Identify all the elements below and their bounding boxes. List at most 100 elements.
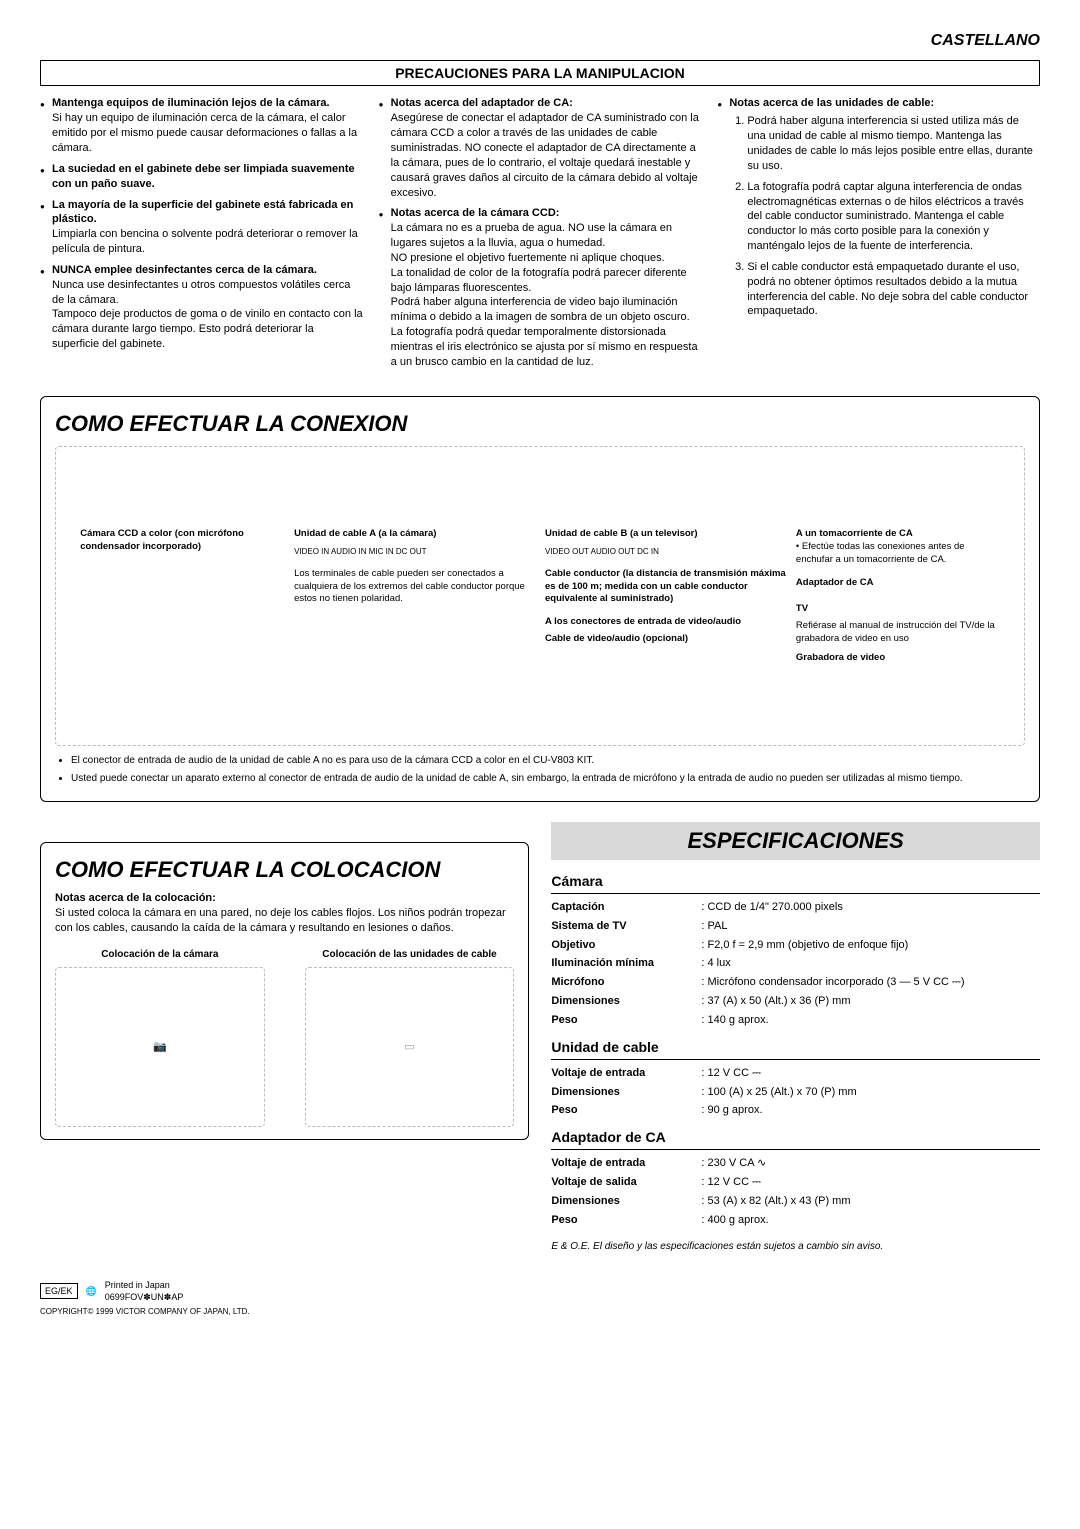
- specifications-section: ESPECIFICACIONES Cámara CaptaciónCCD de 1…: [551, 822, 1040, 1253]
- bullet-title: La mayoría de la superficie del gabinete…: [52, 198, 363, 228]
- spec-value: 37 (A) x 50 (Alt.) x 36 (P) mm: [701, 994, 1040, 1009]
- label-ports-b: VIDEO OUT AUDIO OUT DC IN: [545, 547, 786, 558]
- precautions-col-3: Notas acerca de las unidades de cable: P…: [717, 96, 1040, 375]
- bullet-icon: [379, 206, 391, 369]
- bullet-icon: [717, 96, 729, 325]
- specifications-disclaimer: E & O.E. El diseño y las especificacione…: [551, 1240, 1040, 1254]
- print-code: 0699FOV✽UN✽AP: [105, 1292, 184, 1302]
- col3-list-item: La fotografía podrá captar alguna interf…: [747, 180, 1040, 254]
- bullet-icon: [40, 263, 52, 352]
- spec-value: F2,0 f = 2,9 mm (objetivo de enfoque fij…: [701, 938, 1040, 953]
- egek-badge: EG/EK: [40, 1283, 78, 1299]
- bullet-body-text: Nunca use desinfectantes u otros compues…: [52, 278, 363, 308]
- bullet-icon: [40, 198, 52, 257]
- spec-label: Voltaje de salida: [551, 1175, 701, 1190]
- bullet-title: La suciedad en el gabinete debe ser limp…: [52, 162, 363, 192]
- spec-label: Voltaje de entrada: [551, 1066, 701, 1081]
- bullet-body-text: La tonalidad de color de la fotografía p…: [391, 266, 702, 296]
- cable-unit-mounting-illustration: ▭: [305, 967, 515, 1127]
- specifications-title: ESPECIFICACIONES: [551, 822, 1040, 860]
- bullet-body-text: Si hay un equipo de iluminación cerca de…: [52, 111, 363, 156]
- spec-row: Peso140 g aprox.: [551, 1013, 1040, 1028]
- spec-value: 140 g aprox.: [701, 1013, 1040, 1028]
- spec-row: Dimensiones100 (A) x 25 (Alt.) x 70 (P) …: [551, 1085, 1040, 1100]
- spec-value: 4 lux: [701, 956, 1040, 971]
- mounting-camera-caption: Colocación de la cámara: [55, 948, 265, 962]
- bullet-body-text: Asegúrese de conectar el adaptador de CA…: [391, 111, 702, 200]
- camera-mounting-illustration: 📷: [55, 967, 265, 1127]
- bullet-icon: [40, 162, 52, 192]
- bullet-body-text: Limpiarla con bencina o solvente podrá d…: [52, 227, 363, 257]
- bullet-item: NUNCA emplee desinfectantes cerca de la …: [40, 263, 363, 352]
- mounting-note-title: Notas acerca de la colocación:: [55, 892, 216, 904]
- bullet-body-text: NO presione el objetivo fuertemente ni a…: [391, 251, 702, 266]
- spec-label: Voltaje de entrada: [551, 1156, 701, 1171]
- spec-row: Peso90 g aprox.: [551, 1103, 1040, 1118]
- mounting-cable-caption: Colocación de las unidades de cable: [305, 948, 515, 962]
- precautions-col-2: Notas acerca del adaptador de CA:Asegúre…: [379, 96, 702, 375]
- spec-label: Sistema de TV: [551, 919, 701, 934]
- mounting-note-body: Si usted coloca la cámara en una pared, …: [55, 907, 506, 934]
- bullet-item: La mayoría de la superficie del gabinete…: [40, 198, 363, 257]
- spec-label: Micrófono: [551, 975, 701, 990]
- spec-row: Peso400 g aprox.: [551, 1213, 1040, 1228]
- printed-in: Printed in Japan: [105, 1280, 170, 1290]
- spec-group-title: Cámara: [551, 872, 1040, 894]
- spec-row: Voltaje de salida12 V CC ⎓: [551, 1175, 1040, 1190]
- spec-row: Dimensiones53 (A) x 82 (Alt.) x 43 (P) m…: [551, 1194, 1040, 1209]
- bullet-body-text: La fotografía podrá quedar temporalmente…: [391, 325, 702, 370]
- label-cable-unit-b: Unidad de cable B (a un televisor): [545, 528, 698, 539]
- connection-diagram: Cámara CCD a color (con micrófono conden…: [55, 446, 1025, 746]
- connection-note-item: El conector de entrada de audio de la un…: [71, 754, 1025, 768]
- spec-group-title: Unidad de cable: [551, 1038, 1040, 1060]
- bullet-item: Notas acerca de la cámara CCD:La cámara …: [379, 206, 702, 369]
- bullet-item: Notas acerca del adaptador de CA:Asegúre…: [379, 96, 702, 200]
- spec-row: Dimensiones37 (A) x 50 (Alt.) x 36 (P) m…: [551, 994, 1040, 1009]
- label-av-in: A los conectores de entrada de video/aud…: [545, 616, 741, 627]
- spec-value: Micrófono condensador incorporado (3 — 5…: [701, 975, 1040, 990]
- spec-row: Voltaje de entrada12 V CC ⎓: [551, 1066, 1040, 1081]
- bullet-body-text: La cámara no es a prueba de agua. NO use…: [391, 221, 702, 251]
- col3-list: Podrá haber alguna interferencia si uste…: [729, 114, 1040, 319]
- spec-label: Peso: [551, 1213, 701, 1228]
- spec-value: 90 g aprox.: [701, 1103, 1040, 1118]
- spec-row: MicrófonoMicrófono condensador incorpora…: [551, 975, 1040, 990]
- spec-row: CaptaciónCCD de 1/4" 270.000 pixels: [551, 900, 1040, 915]
- globe-icon: 🌐: [86, 1285, 97, 1297]
- spec-value: 12 V CC ⎓: [701, 1066, 1040, 1081]
- mounting-title: COMO EFECTUAR LA COLOCACION: [55, 855, 514, 885]
- bullet-title: Notas acerca de la cámara CCD:: [391, 206, 702, 221]
- bullet-body-text: Tampoco deje productos de goma o de vini…: [52, 307, 363, 352]
- spec-value: CCD de 1/4" 270.000 pixels: [701, 900, 1040, 915]
- label-vcr: Grabadora de video: [796, 652, 885, 663]
- spec-value: 53 (A) x 82 (Alt.) x 43 (P) mm: [701, 1194, 1040, 1209]
- spec-row: ObjetivoF2,0 f = 2,9 mm (objetivo de enf…: [551, 938, 1040, 953]
- spec-label: Dimensiones: [551, 1085, 701, 1100]
- precautions-title: PRECAUCIONES PARA LA MANIPULACION: [40, 60, 1040, 87]
- spec-label: Objetivo: [551, 938, 701, 953]
- connection-title: COMO EFECTUAR LA CONEXION: [55, 409, 1025, 439]
- bullet-title: Mantenga equipos de iluminación lejos de…: [52, 96, 363, 111]
- label-lead-cable: Cable conductor (la distancia de transmi…: [545, 568, 786, 605]
- page-footer: EG/EK 🌐 Printed in Japan 0699FOV✽UN✽AP C…: [40, 1279, 1040, 1318]
- connection-section: COMO EFECTUAR LA CONEXION Cámara CCD a c…: [40, 396, 1040, 803]
- precautions-col-1: Mantenga equipos de iluminación lejos de…: [40, 96, 363, 375]
- label-ac-outlet: A un tomacorriente de CA: [796, 528, 913, 539]
- spec-label: Dimensiones: [551, 994, 701, 1009]
- spec-value: PAL: [701, 919, 1040, 934]
- spec-row: Voltaje de entrada230 V CA ∿: [551, 1156, 1040, 1171]
- spec-value: 400 g aprox.: [701, 1213, 1040, 1228]
- col3-list-item: Podrá haber alguna interferencia si uste…: [747, 114, 1040, 173]
- spec-group-title: Adaptador de CA: [551, 1128, 1040, 1150]
- connection-note-item: Usted puede conectar un aparato externo …: [71, 772, 1025, 786]
- col3-title: Notas acerca de las unidades de cable:: [729, 96, 1040, 111]
- spec-value: 12 V CC ⎓: [701, 1175, 1040, 1190]
- label-ac-outlet-note: • Efectúe todas las conexiones antes de …: [796, 541, 1000, 567]
- spec-label: Peso: [551, 1103, 701, 1118]
- label-camera: Cámara CCD a color (con micrófono conden…: [80, 528, 284, 665]
- label-tv: TV: [796, 603, 808, 614]
- bullet-icon: [40, 96, 52, 155]
- bullet-title: NUNCA emplee desinfectantes cerca de la …: [52, 263, 363, 278]
- spec-label: Dimensiones: [551, 1194, 701, 1209]
- language-header: CASTELLANO: [40, 30, 1040, 52]
